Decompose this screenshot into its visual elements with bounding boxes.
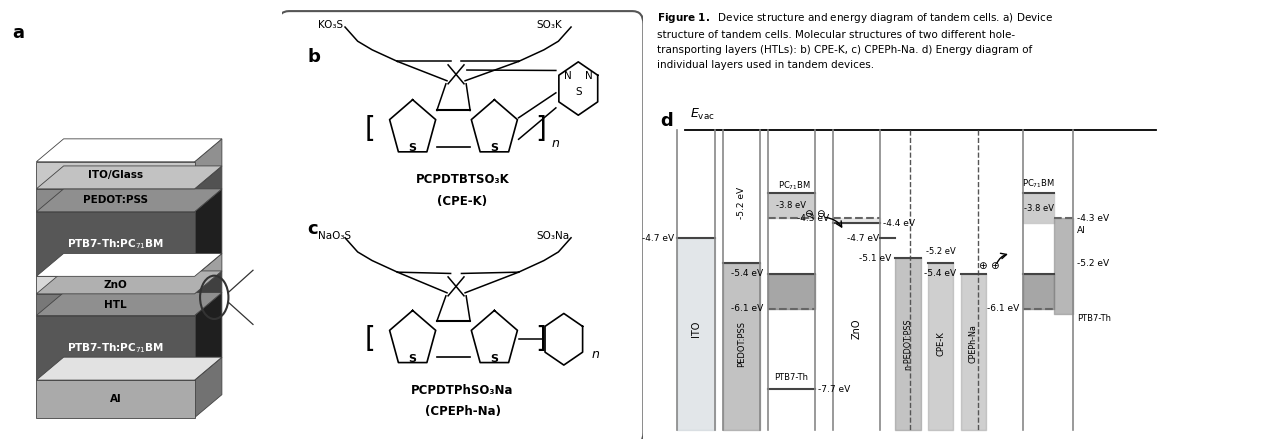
- Text: n-PEDOT:PSS: n-PEDOT:PSS: [904, 318, 912, 370]
- Text: SO₃K: SO₃K: [537, 20, 562, 30]
- Text: S: S: [409, 353, 416, 364]
- Polygon shape: [194, 293, 222, 380]
- Text: PEDOT:PSS: PEDOT:PSS: [82, 195, 148, 205]
- Polygon shape: [37, 293, 222, 315]
- Text: ⊕ ⊕: ⊕ ⊕: [980, 261, 1000, 271]
- Text: PC$_{71}$BM: PC$_{71}$BM: [1023, 178, 1056, 190]
- Polygon shape: [194, 166, 222, 212]
- Text: c: c: [307, 220, 317, 238]
- Polygon shape: [194, 357, 222, 418]
- Polygon shape: [37, 166, 222, 189]
- Text: -7.7 eV: -7.7 eV: [817, 385, 850, 394]
- Text: S: S: [575, 87, 581, 97]
- Text: -5.2 eV: -5.2 eV: [925, 247, 956, 256]
- Polygon shape: [37, 380, 194, 418]
- Text: -5.4 eV: -5.4 eV: [924, 269, 957, 278]
- Text: -5.1 eV: -5.1 eV: [859, 254, 891, 263]
- Text: PTB7-Th:PC$_{71}$BM: PTB7-Th:PC$_{71}$BM: [67, 237, 164, 251]
- Polygon shape: [37, 357, 222, 380]
- Text: -3.8 eV: -3.8 eV: [1024, 204, 1053, 213]
- Text: S: S: [490, 353, 499, 364]
- Polygon shape: [37, 139, 222, 162]
- Polygon shape: [37, 162, 194, 189]
- Text: -4.3 eV: -4.3 eV: [797, 214, 829, 223]
- Text: PTB7-Th: PTB7-Th: [774, 373, 808, 382]
- Text: ]: ]: [534, 115, 546, 142]
- Text: SO₃Na: SO₃Na: [537, 231, 570, 241]
- Polygon shape: [194, 271, 222, 315]
- Text: -3.8 eV: -3.8 eV: [777, 201, 806, 210]
- Text: N: N: [585, 71, 593, 81]
- Text: ZnO: ZnO: [851, 319, 862, 339]
- Text: (CPE-K): (CPE-K): [438, 194, 487, 207]
- Polygon shape: [37, 212, 194, 276]
- Text: KO₃S: KO₃S: [317, 20, 343, 30]
- Polygon shape: [37, 315, 194, 380]
- Text: [: [: [365, 115, 376, 142]
- Polygon shape: [37, 294, 194, 315]
- Polygon shape: [37, 254, 222, 276]
- Text: N: N: [565, 71, 572, 81]
- Text: (CPEPh-Na): (CPEPh-Na): [425, 405, 500, 418]
- Text: HTL: HTL: [104, 300, 127, 310]
- Polygon shape: [194, 189, 222, 276]
- Text: ZnO: ZnO: [104, 280, 127, 290]
- Text: ITO: ITO: [692, 321, 702, 337]
- Text: PCPDTBTSO₃K: PCPDTBTSO₃K: [416, 173, 509, 186]
- Polygon shape: [37, 276, 194, 294]
- Text: -5.2 eV: -5.2 eV: [737, 187, 746, 219]
- Text: PC$_{71}$BM: PC$_{71}$BM: [778, 179, 811, 192]
- Text: Al: Al: [1077, 226, 1086, 235]
- Text: -4.4 eV: -4.4 eV: [883, 219, 915, 228]
- Text: $n$: $n$: [591, 348, 600, 361]
- Text: ITO/Glass: ITO/Glass: [88, 170, 143, 180]
- Text: -4.7 eV: -4.7 eV: [846, 234, 879, 243]
- Text: CPEPh-Na: CPEPh-Na: [968, 324, 977, 363]
- Text: PTB7-Th: PTB7-Th: [1077, 314, 1110, 323]
- Text: PEDOT:PSS: PEDOT:PSS: [737, 321, 746, 367]
- Text: PTB7-Th:PC$_{71}$BM: PTB7-Th:PC$_{71}$BM: [67, 341, 164, 355]
- Text: -5.2 eV: -5.2 eV: [1077, 259, 1109, 268]
- Text: d: d: [660, 112, 673, 129]
- Text: S: S: [409, 143, 416, 153]
- Text: Al: Al: [109, 394, 122, 404]
- Polygon shape: [37, 189, 222, 212]
- Text: CPE-K: CPE-K: [937, 332, 945, 356]
- Text: -4.7 eV: -4.7 eV: [642, 234, 674, 243]
- Text: ]: ]: [534, 325, 546, 353]
- Text: -4.3 eV: -4.3 eV: [1077, 214, 1109, 223]
- Polygon shape: [37, 271, 222, 294]
- Text: $\bf{Figure\ 1.}$  Device structure and energy diagram of tandem cells. a) Devic: $\bf{Figure\ 1.}$ Device structure and e…: [657, 11, 1053, 69]
- Text: NaO₃S: NaO₃S: [317, 231, 352, 241]
- Text: a: a: [11, 24, 24, 42]
- Polygon shape: [194, 254, 222, 294]
- Text: $n$: $n$: [551, 137, 560, 150]
- FancyBboxPatch shape: [278, 11, 643, 445]
- Text: -5.4 eV: -5.4 eV: [731, 269, 764, 278]
- Text: -6.1 eV: -6.1 eV: [987, 304, 1019, 313]
- Polygon shape: [194, 139, 222, 189]
- Text: PCPDTPhSO₃Na: PCPDTPhSO₃Na: [411, 384, 514, 397]
- Text: ⊖ ⊖: ⊖ ⊖: [805, 209, 826, 219]
- Text: b: b: [307, 47, 320, 66]
- Text: S: S: [490, 143, 499, 153]
- Text: [: [: [365, 325, 376, 353]
- Polygon shape: [37, 189, 194, 212]
- Text: $E_{\mathrm{vac}}$: $E_{\mathrm{vac}}$: [690, 107, 714, 121]
- Text: -6.1 eV: -6.1 eV: [731, 304, 764, 313]
